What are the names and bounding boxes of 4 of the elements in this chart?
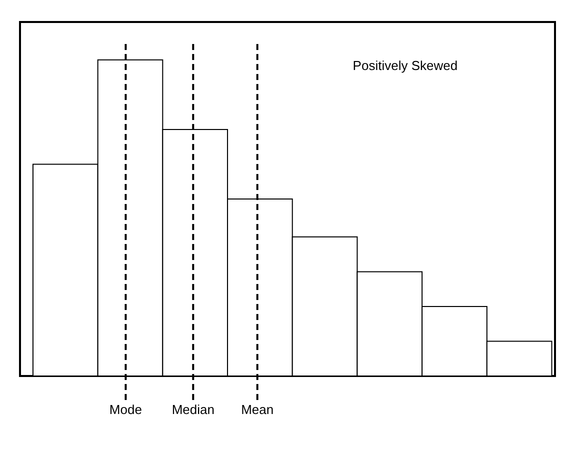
text: Median [172, 402, 214, 417]
annotation: Positively Skewed [352, 58, 458, 73]
text: Mode [109, 402, 142, 417]
text: Mean [241, 402, 274, 417]
